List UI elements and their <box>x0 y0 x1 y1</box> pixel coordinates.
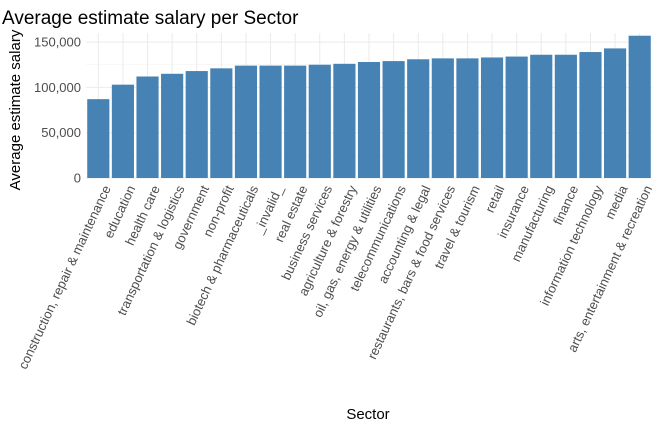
bar <box>308 64 331 178</box>
y-tick-label: 150,000 <box>34 35 81 50</box>
bar <box>382 61 405 178</box>
bar <box>431 58 454 178</box>
bar <box>357 62 381 178</box>
bar <box>234 65 258 178</box>
bar <box>333 63 356 178</box>
bar <box>161 73 184 178</box>
x-tick-label: construction, repair & maintenance <box>15 183 113 371</box>
y-tick-label: 100,000 <box>34 80 81 95</box>
y-tick-labels: 0 50,000 100,000 150,000 <box>34 35 81 186</box>
bar <box>87 99 110 178</box>
bar <box>407 59 430 178</box>
bar <box>480 57 504 178</box>
chart-title: Average estimate salary per Sector <box>2 8 299 29</box>
bar <box>259 65 282 178</box>
bar <box>604 48 627 178</box>
y-tick-label: 50,000 <box>41 125 81 140</box>
bar <box>554 54 577 178</box>
bar <box>505 56 528 178</box>
bar <box>284 65 307 178</box>
bar <box>136 76 159 178</box>
y-tick-label: 0 <box>74 171 81 186</box>
y-axis-title: Average estimate salary <box>7 29 24 190</box>
x-tick-labels: construction, repair & maintenanceeducat… <box>15 182 655 371</box>
bar <box>456 58 479 178</box>
bar <box>185 71 208 178</box>
x-tick-label: retail <box>482 183 508 215</box>
bar <box>628 35 651 178</box>
bar <box>210 68 233 178</box>
bar <box>579 52 602 178</box>
bar <box>530 54 553 178</box>
bars <box>87 35 651 178</box>
bar <box>111 84 134 178</box>
x-axis-title: Sector <box>346 406 389 423</box>
